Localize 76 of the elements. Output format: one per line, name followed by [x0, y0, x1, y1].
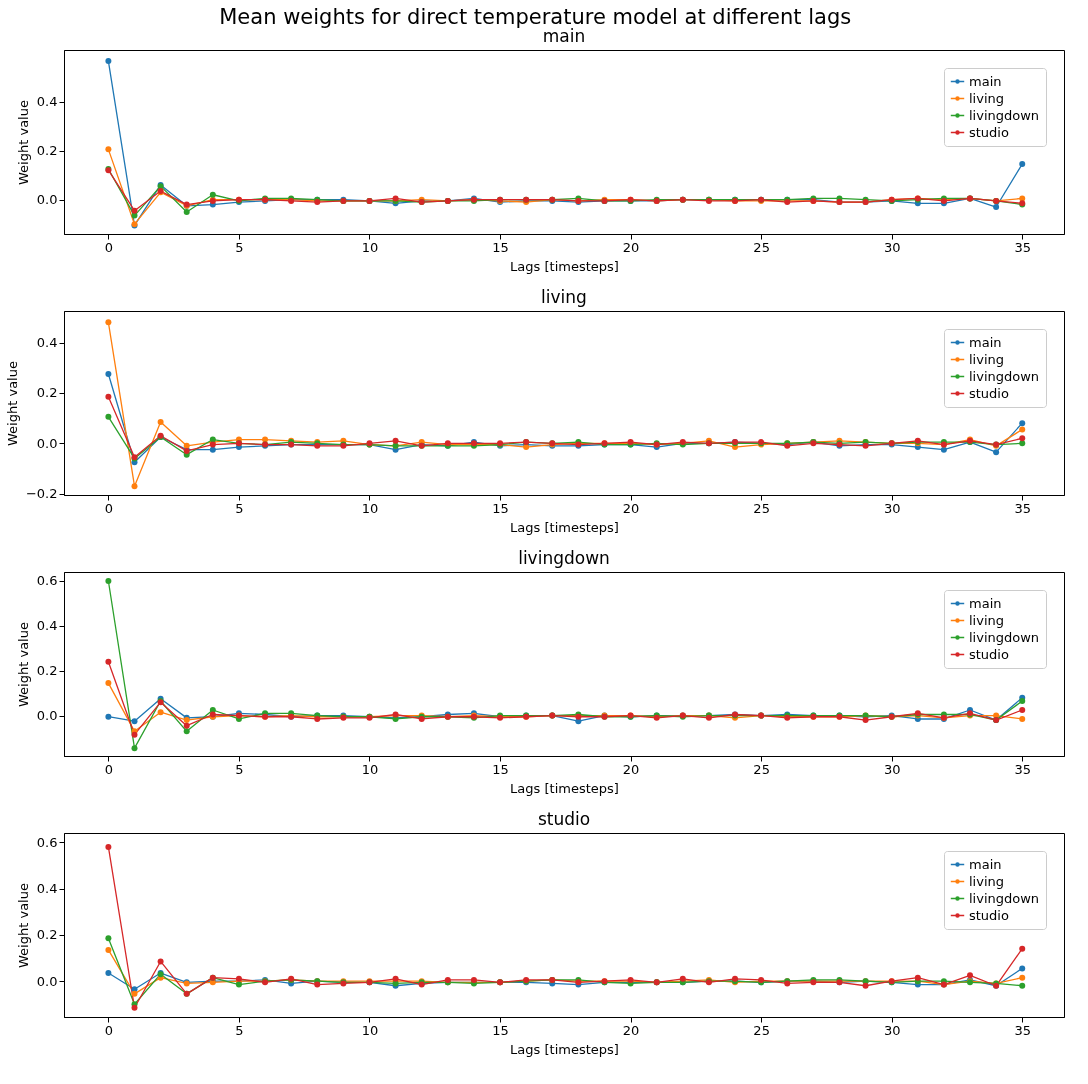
- y-tick-label: 0.4: [36, 881, 58, 897]
- y-tick-label: 0.2: [36, 663, 58, 679]
- x-tick-label: 30: [883, 500, 901, 516]
- legend-label: livingdown: [969, 368, 1040, 384]
- legend-label: main: [969, 73, 1002, 89]
- legend-label: studio: [969, 124, 1009, 140]
- x-tick-label: 35: [1014, 1022, 1031, 1038]
- x-tick-label: 25: [753, 500, 770, 516]
- y-tick-label: 0.6: [36, 573, 58, 589]
- x-tick-label: 0: [104, 761, 114, 777]
- y-tick-label: 0.4: [36, 94, 58, 110]
- x-tick-label: 25: [753, 761, 770, 777]
- x-tick-label: 5: [235, 1022, 244, 1038]
- y-tick-label: 0.4: [36, 618, 58, 634]
- y-tick-label: 0.2: [36, 385, 58, 401]
- legend-label: living: [969, 351, 1005, 367]
- x-tick-label: 15: [492, 1022, 509, 1038]
- x-tick-label: 30: [883, 761, 901, 777]
- x-tick-label: 20: [622, 1022, 640, 1038]
- x-tick-label: 5: [235, 761, 244, 777]
- x-tick-label: 35: [1014, 239, 1031, 255]
- legend-label: living: [969, 873, 1005, 889]
- x-tick-label: 10: [361, 1022, 379, 1038]
- x-tick-label: 20: [622, 761, 640, 777]
- x-tick-label: 15: [492, 761, 509, 777]
- y-tick-label: 0.0: [36, 192, 58, 208]
- y-tick-label: 0.0: [36, 708, 58, 724]
- y-axis-title: Weight value: [15, 622, 31, 707]
- x-tick-label: 35: [1014, 761, 1031, 777]
- x-axis-title: Lags [timesteps]: [510, 780, 619, 796]
- x-tick-label: 15: [492, 239, 509, 255]
- text: Mean weights for direct temperature model at different lags: [219, 4, 852, 29]
- legend-label: livingdown: [969, 629, 1040, 645]
- legend-label: main: [969, 334, 1002, 350]
- legend-label: main: [969, 595, 1002, 611]
- chart-title: studio: [537, 809, 591, 829]
- x-tick-label: 30: [883, 1022, 901, 1038]
- chart-title: livingdown: [518, 548, 610, 568]
- y-tick-label: 0.2: [36, 143, 58, 159]
- y-axis-title: Weight value: [15, 100, 31, 185]
- x-axis-title: Lags [timesteps]: [510, 258, 619, 274]
- x-axis-title: Lags [timesteps]: [510, 1041, 619, 1057]
- x-tick-label: 5: [235, 239, 244, 255]
- legend-label: studio: [969, 907, 1009, 923]
- x-tick-label: 0: [104, 239, 114, 255]
- x-tick-label: 35: [1014, 500, 1031, 516]
- y-tick-label: −0.2: [25, 486, 58, 502]
- legend-label: livingdown: [969, 890, 1040, 906]
- x-tick-label: 0: [104, 1022, 114, 1038]
- chart-title: living: [541, 287, 587, 307]
- chart-title: main: [542, 26, 586, 46]
- y-axis-title: Weight value: [15, 883, 31, 968]
- x-tick-label: 10: [361, 239, 379, 255]
- x-tick-label: 10: [361, 761, 379, 777]
- x-tick-label: 20: [622, 500, 640, 516]
- x-tick-label: 25: [753, 239, 770, 255]
- legend-label: main: [969, 856, 1002, 872]
- legend-label: livingdown: [969, 107, 1040, 123]
- y-axis-title: Weight value: [4, 361, 20, 446]
- x-axis-title: Lags [timesteps]: [510, 519, 619, 535]
- y-tick-label: 0.6: [36, 834, 58, 850]
- legend-label: living: [969, 90, 1005, 106]
- x-tick-label: 30: [883, 239, 901, 255]
- x-tick-label: 20: [622, 239, 640, 255]
- legend-label: studio: [969, 385, 1009, 401]
- x-tick-label: 0: [104, 500, 114, 516]
- legend-label: studio: [969, 646, 1009, 662]
- x-tick-label: 10: [361, 500, 379, 516]
- legend-label: living: [969, 612, 1005, 628]
- y-tick-label: 0.0: [36, 435, 58, 451]
- x-tick-label: 5: [235, 500, 244, 516]
- x-tick-label: 15: [492, 500, 509, 516]
- y-tick-label: 0.2: [36, 927, 58, 943]
- y-tick-label: 0.0: [36, 973, 58, 989]
- y-tick-label: 0.4: [36, 335, 58, 351]
- x-tick-label: 25: [753, 1022, 770, 1038]
